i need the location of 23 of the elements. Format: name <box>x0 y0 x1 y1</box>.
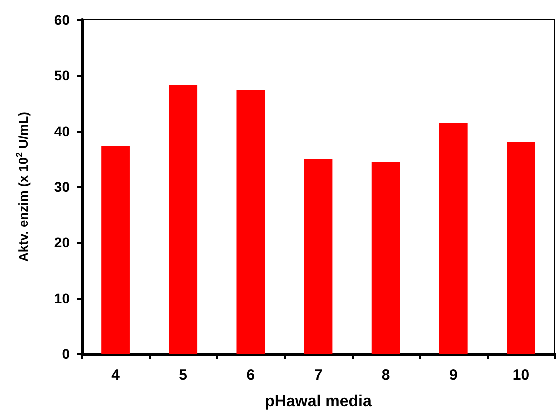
x-tick-label: 4 <box>112 367 121 384</box>
y-axis-title: Aktv. enzim (x 102 U/mL) <box>14 112 31 262</box>
x-tick-label: 9 <box>449 367 458 384</box>
bar <box>439 124 468 354</box>
x-tick-label: 5 <box>179 367 188 384</box>
y-tick-label: 20 <box>54 234 70 251</box>
bar <box>372 162 400 354</box>
x-axis-title: pHawal media <box>265 394 372 410</box>
y-tick-label: 40 <box>54 123 70 140</box>
bar <box>236 90 266 354</box>
y-tick-label: 0 <box>62 346 70 362</box>
bar <box>507 142 536 354</box>
x-tick-label: 10 <box>512 367 530 384</box>
y-tick-label: 60 <box>54 12 70 28</box>
x-tick-label: 7 <box>314 367 323 384</box>
x-tick-label: 8 <box>382 367 390 384</box>
y-tick-label: 50 <box>54 68 70 84</box>
bar <box>304 159 333 354</box>
x-tick-label: 6 <box>246 367 256 384</box>
bar <box>102 146 130 354</box>
bar <box>169 85 198 354</box>
y-tick-label: 10 <box>54 290 70 306</box>
y-tick-label: 30 <box>54 179 70 195</box>
